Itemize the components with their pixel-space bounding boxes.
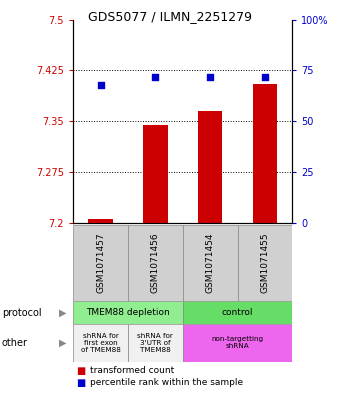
- Text: control: control: [222, 309, 253, 317]
- Text: GSM1071457: GSM1071457: [96, 233, 105, 294]
- Text: percentile rank within the sample: percentile rank within the sample: [90, 378, 243, 387]
- Point: [153, 73, 158, 80]
- Text: GDS5077 / ILMN_2251279: GDS5077 / ILMN_2251279: [88, 10, 252, 23]
- Point: [98, 81, 103, 88]
- Bar: [183, 324, 292, 362]
- Text: ▶: ▶: [59, 308, 66, 318]
- Bar: [198, 111, 222, 223]
- Text: shRNA for
3'UTR of
TMEM88: shRNA for 3'UTR of TMEM88: [137, 333, 173, 353]
- Text: ■: ■: [76, 365, 86, 376]
- Text: shRNA for
first exon
of TMEM88: shRNA for first exon of TMEM88: [81, 333, 120, 353]
- Bar: [73, 324, 128, 362]
- Bar: [73, 225, 128, 301]
- Text: GSM1071454: GSM1071454: [206, 233, 215, 293]
- Text: ■: ■: [76, 378, 86, 387]
- Text: protocol: protocol: [2, 308, 41, 318]
- Text: TMEM88 depletion: TMEM88 depletion: [86, 309, 170, 317]
- Bar: [183, 225, 238, 301]
- Bar: [143, 125, 168, 223]
- Bar: [183, 301, 292, 324]
- Bar: [128, 225, 183, 301]
- Text: GSM1071456: GSM1071456: [151, 233, 160, 294]
- Bar: [238, 225, 292, 301]
- Text: other: other: [2, 338, 28, 348]
- Text: transformed count: transformed count: [90, 366, 174, 375]
- Text: non-targetting
shRNA: non-targetting shRNA: [211, 336, 264, 349]
- Bar: [253, 84, 277, 223]
- Point: [207, 73, 213, 80]
- Point: [262, 73, 268, 80]
- Text: ▶: ▶: [59, 338, 66, 348]
- Text: GSM1071455: GSM1071455: [260, 233, 270, 294]
- Bar: [73, 301, 183, 324]
- Bar: [128, 324, 183, 362]
- Bar: [88, 219, 113, 223]
